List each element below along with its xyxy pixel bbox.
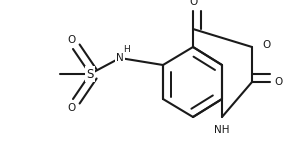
Text: H: H — [123, 45, 129, 54]
Text: O: O — [274, 77, 282, 87]
Text: O: O — [67, 35, 75, 45]
Text: O: O — [262, 40, 270, 50]
Text: N: N — [116, 53, 124, 63]
Text: O: O — [67, 103, 75, 113]
Text: S: S — [86, 67, 94, 81]
Text: O: O — [189, 0, 197, 7]
Text: NH: NH — [214, 125, 230, 135]
